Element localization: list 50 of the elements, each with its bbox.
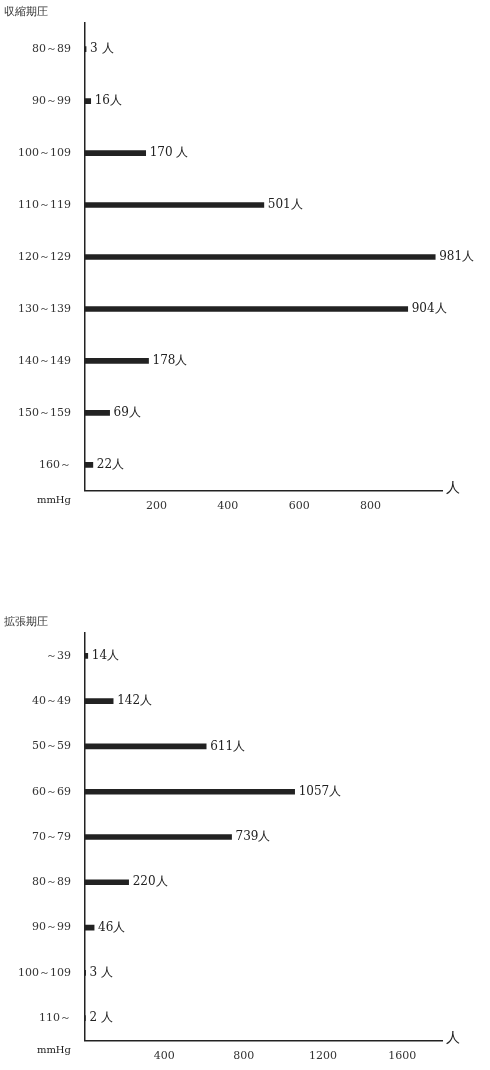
x-tick-label: 600	[288, 499, 310, 513]
x-tick-label: 1600	[388, 1049, 417, 1063]
data-label: 14人	[91, 647, 120, 662]
data-label: 739人	[235, 829, 271, 844]
y-tick-label: 40～49	[31, 693, 71, 707]
y-axis-title: mmHg	[36, 1044, 72, 1056]
y-tick-label: 110～119	[17, 197, 71, 211]
y-axis-title: mmHg	[36, 494, 72, 506]
x-tick-label: 200	[145, 499, 167, 513]
x-axis-title: 人	[446, 479, 460, 496]
x-tick-label: 400	[217, 499, 239, 513]
data-label: 178人	[152, 353, 188, 368]
data-label: 904人	[411, 301, 447, 316]
y-tick-label: 50～59	[31, 739, 71, 753]
data-label: 1057人	[298, 783, 342, 798]
x-tick-label: 400	[153, 1049, 175, 1063]
x-tick-label: 1200	[309, 1049, 337, 1063]
data-label: 501人	[267, 197, 303, 212]
y-tick-label: 100～109	[17, 145, 71, 159]
y-tick-label: 140～149	[17, 353, 71, 367]
y-tick-label: 130～139	[17, 301, 71, 315]
data-label: 220人	[132, 874, 168, 889]
data-label: 46人	[98, 919, 126, 934]
data-label: 170 人	[149, 145, 189, 160]
y-tick-label: 120～129	[17, 249, 71, 263]
y-tick-label: 80～89	[31, 42, 71, 56]
y-tick-label: 80～89	[31, 875, 71, 889]
data-label: 16人	[94, 93, 122, 108]
y-tick-label: ～39	[45, 648, 71, 662]
y-tick-label: 150～159	[17, 405, 71, 419]
y-tick-label: 60～69	[31, 784, 71, 798]
y-tick-label: 90～99	[31, 93, 71, 107]
data-label: 22人	[96, 456, 125, 471]
data-label: 3 人	[90, 41, 114, 56]
data-label: 611人	[210, 738, 246, 753]
chart-title: 収縮期圧	[4, 5, 48, 19]
data-label: 981人	[439, 249, 475, 264]
y-tick-label: 110～	[38, 1011, 71, 1025]
x-tick-label: 800	[360, 499, 382, 513]
chart-title: 拡張期圧	[4, 615, 48, 629]
x-axis-title: 人	[446, 1029, 460, 1046]
data-label: 69人	[113, 404, 141, 419]
data-label: 2 人	[89, 1010, 113, 1025]
y-tick-label: 70～79	[31, 829, 71, 843]
y-tick-label: 90～99	[31, 920, 71, 934]
y-tick-label: 100～109	[17, 965, 71, 979]
y-tick-label: 160～	[38, 457, 71, 471]
data-label: 142人	[117, 693, 153, 708]
data-label: 3 人	[89, 964, 114, 979]
x-tick-label: 800	[233, 1049, 255, 1063]
